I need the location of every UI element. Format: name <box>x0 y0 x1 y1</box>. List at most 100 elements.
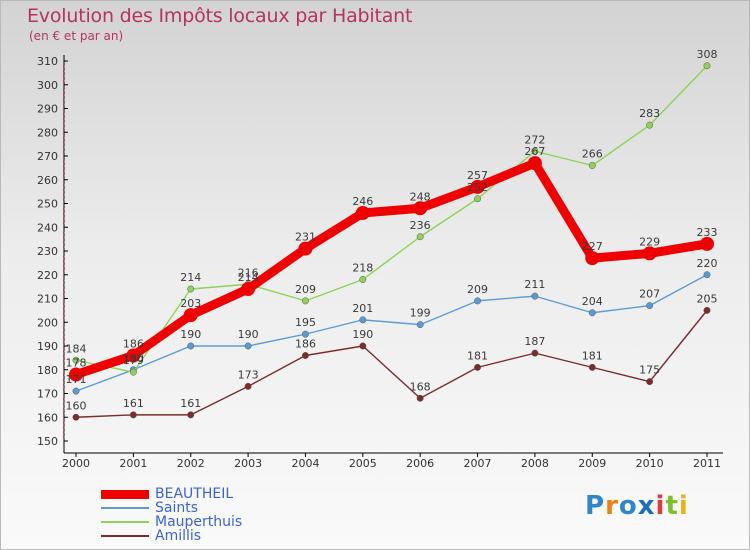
data-point <box>531 292 539 300</box>
y-tick-label: 310 <box>37 55 58 68</box>
data-point <box>470 179 485 194</box>
legend-label: BEAUTHEIL <box>155 486 234 502</box>
series-line-amillis <box>75 309 708 418</box>
y-minor-tick <box>63 255 65 258</box>
data-point <box>359 276 367 283</box>
y-minor-tick <box>63 89 65 91</box>
data-point <box>703 62 711 70</box>
data-label: 308 <box>697 48 718 61</box>
y-tick-label: 290 <box>37 103 58 116</box>
logo-letter: i <box>678 491 689 521</box>
x-tick-label: 2010 <box>636 457 664 470</box>
data-label: 186 <box>123 338 144 351</box>
data-point <box>129 411 137 419</box>
legend-label: Amillis <box>155 528 202 544</box>
data-point <box>585 251 600 266</box>
x-tick-label: 2005 <box>349 457 377 470</box>
y-minor-tick <box>63 94 65 96</box>
data-point <box>527 156 542 171</box>
x-tick-label: 2000 <box>62 457 90 470</box>
data-point <box>646 302 654 310</box>
y-minor-tick <box>63 99 65 101</box>
data-label: 233 <box>697 226 718 239</box>
legend-swatch <box>101 507 149 509</box>
data-point <box>703 306 711 314</box>
legend-label: Mauperthuis <box>155 514 243 530</box>
data-point <box>703 271 711 279</box>
data-point <box>416 321 424 329</box>
x-tick-label: 2008 <box>521 457 549 470</box>
y-minor-tick <box>63 293 65 296</box>
y-tick-label: 210 <box>37 293 58 306</box>
data-label: 190 <box>180 328 201 341</box>
logo-letter: P <box>585 491 606 521</box>
data-label: 218 <box>352 262 373 275</box>
y-tick-label: 150 <box>37 435 58 448</box>
legend-swatch <box>101 535 149 537</box>
data-point <box>241 282 256 296</box>
data-point <box>474 297 481 305</box>
y-minor-tick <box>63 208 65 210</box>
y-minor-tick <box>63 70 65 72</box>
chart-subtitle: (en € et par an) <box>29 29 124 43</box>
data-label: 205 <box>697 292 718 305</box>
data-point <box>302 352 309 359</box>
legend-item: Amillis <box>101 529 242 543</box>
y-tick-label: 240 <box>37 221 58 234</box>
data-label: 267 <box>524 145 545 158</box>
data-point <box>183 308 198 323</box>
data-point <box>187 285 195 293</box>
y-minor-tick <box>63 165 65 167</box>
y-minor-tick <box>63 270 65 272</box>
logo-letter: i <box>655 491 666 521</box>
data-point <box>588 363 596 371</box>
y-minor-tick <box>63 284 65 286</box>
data-point <box>72 413 80 421</box>
data-point <box>646 121 654 129</box>
y-minor-tick <box>63 141 65 144</box>
data-label: 171 <box>66 373 87 386</box>
y-tick-label: 220 <box>37 269 58 282</box>
data-label: 229 <box>639 235 660 248</box>
series-line-beautheil <box>71 158 712 379</box>
data-label: 186 <box>295 338 316 351</box>
y-minor-tick <box>63 160 65 163</box>
data-label: 246 <box>352 195 373 208</box>
data-label: 179 <box>123 354 144 367</box>
x-tick-label: 2009 <box>578 457 606 470</box>
y-minor-tick <box>63 260 65 262</box>
legend-item: BEAUTHEIL <box>101 487 242 501</box>
y-minor-tick <box>63 75 65 77</box>
data-label: 161 <box>180 397 201 410</box>
x-tick-label: 2011 <box>693 457 721 470</box>
y-minor-tick <box>63 426 65 429</box>
y-minor-tick <box>63 170 65 172</box>
data-label: 248 <box>410 190 431 203</box>
y-minor-tick <box>63 213 65 215</box>
y-tick-label: 260 <box>37 174 58 187</box>
y-minor-tick <box>63 151 65 153</box>
data-label: 203 <box>180 297 201 310</box>
x-tick-label: 2001 <box>119 457 147 470</box>
data-point <box>72 387 80 395</box>
data-point <box>187 342 195 350</box>
data-point <box>413 201 428 216</box>
y-minor-tick <box>63 431 65 433</box>
x-tick-label: 2003 <box>234 457 262 470</box>
data-label: 272 <box>524 133 545 146</box>
data-label: 220 <box>697 257 718 270</box>
data-point <box>416 233 424 241</box>
data-point <box>355 206 370 220</box>
y-tick-label: 160 <box>37 411 58 424</box>
y-minor-tick <box>63 146 65 148</box>
data-point <box>700 236 714 251</box>
data-label: 180 <box>123 352 144 365</box>
y-minor-tick <box>63 217 65 220</box>
legend-item: Mauperthuis <box>101 515 242 529</box>
data-label: 181 <box>467 349 488 362</box>
y-minor-tick <box>63 246 65 248</box>
y-minor-tick <box>63 194 65 196</box>
data-point <box>642 246 657 261</box>
y-minor-tick <box>63 407 65 410</box>
